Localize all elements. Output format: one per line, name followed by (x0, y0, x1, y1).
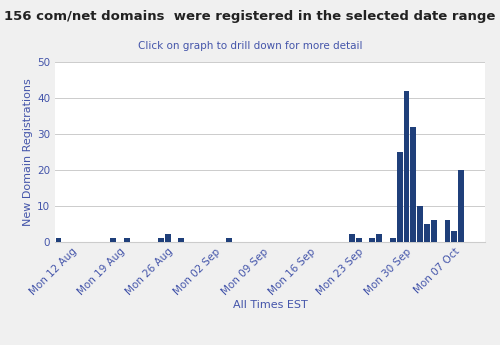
Bar (164, 234, 170, 242)
Bar (410, 127, 416, 242)
Bar (124, 238, 130, 242)
Bar (356, 238, 362, 242)
Bar (390, 238, 396, 242)
Bar (56, 238, 62, 242)
Bar (397, 152, 402, 242)
X-axis label: All Times EST: All Times EST (232, 300, 308, 310)
Bar (376, 234, 382, 242)
Bar (110, 238, 116, 242)
Bar (418, 206, 423, 242)
Bar (444, 220, 450, 242)
Bar (178, 238, 184, 242)
Text: Click on graph to drill down for more detail: Click on graph to drill down for more de… (138, 41, 362, 51)
Bar (458, 170, 464, 242)
Bar (431, 220, 436, 242)
Bar (370, 238, 376, 242)
Y-axis label: New Domain Registrations: New Domain Registrations (23, 78, 33, 226)
Bar (424, 224, 430, 241)
Bar (158, 238, 164, 242)
Text: 156 com/net domains  were registered in the selected date range: 156 com/net domains were registered in t… (4, 10, 496, 23)
Bar (452, 231, 457, 241)
Bar (226, 238, 232, 242)
Bar (404, 91, 409, 242)
Bar (349, 234, 355, 242)
